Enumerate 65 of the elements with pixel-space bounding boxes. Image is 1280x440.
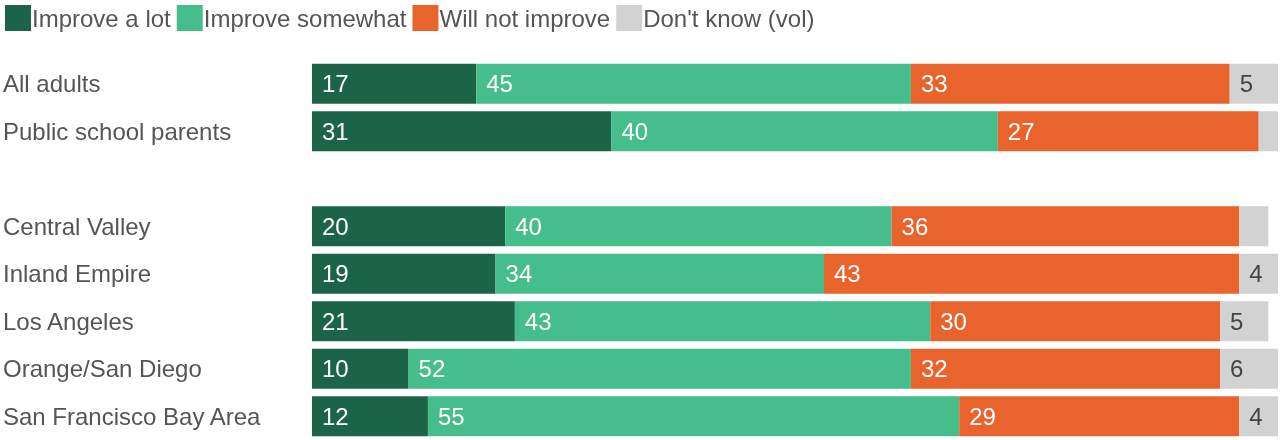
bar [476,63,911,104]
bar [312,63,477,104]
legend-label: Don't know (vol) [643,4,815,32]
data-label: 12 [322,402,349,430]
bar [495,253,824,294]
bar [1239,206,1269,247]
y-tick-label: Los Angeles [3,307,134,335]
data-label: 31 [322,117,349,145]
bar [910,348,1221,389]
bar [505,206,892,247]
bar [891,206,1240,247]
y-tick-label: All adults [3,70,101,98]
bar [408,348,911,389]
data-label: 20 [322,212,349,240]
data-label: 43 [524,307,552,335]
data-label: 40 [515,212,542,240]
data-label: 19 [322,260,349,288]
data-label: 43 [833,260,861,288]
y-tick-label: Central Valley [3,212,151,240]
data-label: 4 [1249,260,1263,288]
legend-label: Improve a lot [32,4,172,32]
bar [959,396,1240,437]
data-label: 17 [322,70,349,98]
data-label: 5 [1239,70,1254,98]
bar [312,348,409,389]
data-label: 36 [901,212,929,240]
data-label: 30 [940,307,967,335]
data-label: 32 [920,355,948,383]
bar [1220,348,1278,389]
bar [1239,253,1278,294]
y-tick-label: Public school parents [3,117,232,145]
data-label: 33 [920,70,948,98]
data-label: 29 [969,402,996,430]
bar [427,396,960,437]
legend-label: Improve somewhat [203,4,407,32]
data-label: 10 [322,355,349,383]
bar [611,111,998,152]
data-label: 21 [322,307,349,335]
bar [312,111,612,152]
data-label: 55 [437,402,465,430]
bar [1239,396,1278,437]
bar [312,206,506,247]
bar [823,253,1240,294]
legend-label: Will not improve [439,4,611,32]
bar [930,301,1221,342]
bar [514,301,931,342]
data-label: 6 [1230,355,1244,383]
data-label: 4 [1249,402,1263,430]
y-tick-label: San Francisco Bay Area [3,402,262,430]
bar [312,253,496,294]
bar [1220,301,1269,342]
y-tick-label: Orange/San Diego [3,355,202,383]
bar [1229,63,1278,104]
data-label: 40 [621,117,649,145]
data-label: 45 [486,70,513,98]
bar [1258,111,1278,152]
bar [910,63,1230,104]
data-label: 5 [1230,307,1244,335]
bar [312,396,428,437]
data-label: 27 [1007,117,1035,145]
data-label: 52 [418,355,446,383]
y-tick-label: Inland Empire [3,260,152,288]
data-label: 34 [505,260,533,288]
bar [997,111,1259,152]
bar [312,301,515,342]
